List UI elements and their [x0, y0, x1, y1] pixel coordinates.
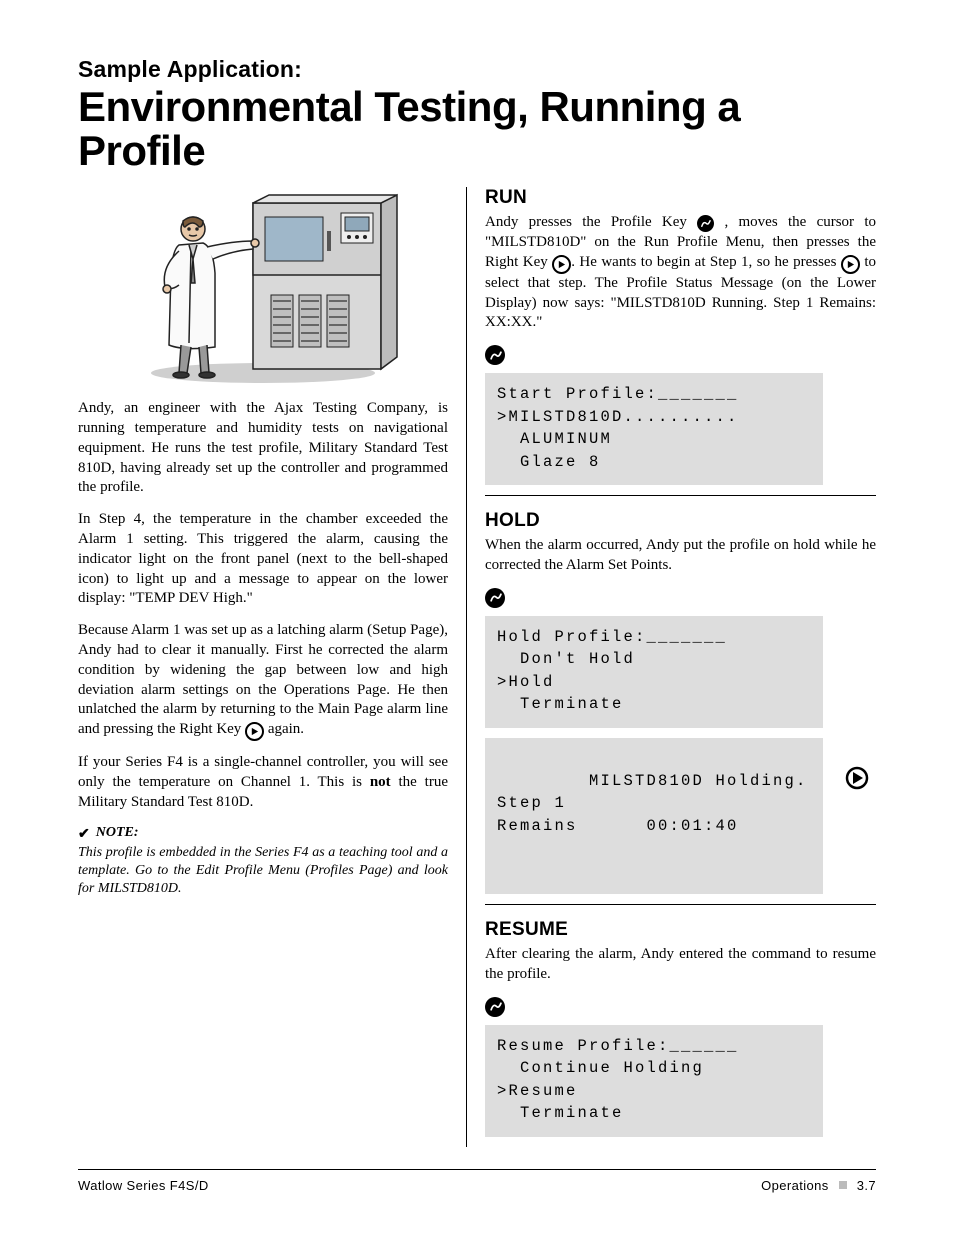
intro-paragraph-2: In Step 4, the temperature in the chambe… [78, 510, 448, 609]
profile-key-icon [697, 215, 714, 232]
resume-paragraph: After clearing the alarm, Andy entered t… [485, 945, 876, 985]
right-key-icon-large [730, 744, 869, 820]
footer-right: Operations 3.7 [761, 1178, 876, 1193]
run-heading: RUN [485, 187, 876, 209]
hold-screen-status: MILSTD810D Holding. Step 1 Remains 00:01… [485, 738, 823, 895]
intro-paragraph-4: If your Series F4 is a single-channel co… [78, 753, 448, 812]
intro-paragraph-1: Andy, an engineer with the Ajax Testing … [78, 399, 448, 498]
note-label-text: NOTE: [96, 825, 139, 841]
profile-key-icon [485, 588, 505, 608]
two-column-layout: Andy, an engineer with the Ajax Testing … [78, 187, 876, 1147]
hold-screen-menu: Hold Profile:_______ Don't Hold >Hold Te… [485, 616, 823, 728]
right-key-icon [552, 255, 571, 274]
kicker: Sample Application: [78, 56, 876, 83]
profile-key-icon [485, 345, 505, 365]
profile-icon-row [485, 588, 876, 608]
profile-icon-row [485, 997, 876, 1017]
footer-left: Watlow Series F4S/D [78, 1178, 209, 1193]
page-title: Environmental Testing, Running a Profile [78, 85, 876, 173]
footer-page-number: 3.7 [857, 1178, 876, 1193]
note-body: This profile is embedded in the Series F… [78, 844, 448, 899]
p3-part-a: Because Alarm 1 was set up as a latching… [78, 622, 448, 737]
divider [485, 495, 876, 496]
page-footer: Watlow Series F4S/D Operations 3.7 [78, 1169, 876, 1193]
run-p-c: . He wants to begin at Step 1, so he pre… [571, 254, 841, 270]
p3-part-b: again. [264, 721, 304, 737]
footer-section: Operations [761, 1178, 829, 1193]
resume-heading: RESUME [485, 919, 876, 941]
footer-square-icon [839, 1181, 847, 1189]
right-key-icon [841, 255, 860, 274]
checkmark-icon: ✔ [78, 825, 90, 842]
left-column: Andy, an engineer with the Ajax Testing … [78, 187, 466, 1147]
profile-icon-row [485, 345, 876, 365]
hold-heading: HOLD [485, 510, 876, 532]
hold-paragraph: When the alarm occurred, Andy put the pr… [485, 536, 876, 576]
note-label: ✔ NOTE: [78, 825, 448, 842]
run-paragraph: Andy presses the Profile Key , moves the… [485, 213, 876, 333]
page: Sample Application: Environmental Testin… [0, 0, 954, 1235]
run-p-a: Andy presses the Profile Key [485, 214, 697, 230]
p4-bold: not [370, 774, 391, 790]
intro-paragraph-3: Because Alarm 1 was set up as a latching… [78, 621, 448, 741]
resume-screen: Resume Profile:______ Continue Holding >… [485, 1025, 823, 1137]
right-key-icon [245, 722, 264, 741]
profile-key-icon [485, 997, 505, 1017]
run-screen: Start Profile:_______ >MILSTD810D.......… [485, 373, 823, 485]
right-column: RUN Andy presses the Profile Key , moves… [466, 187, 876, 1147]
divider [485, 904, 876, 905]
illustration-engineer-chamber [113, 187, 413, 385]
